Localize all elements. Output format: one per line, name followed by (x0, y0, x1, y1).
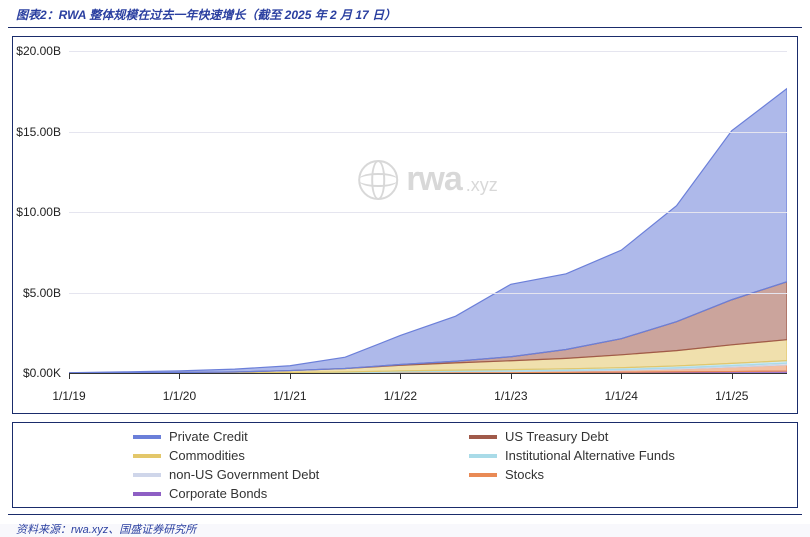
legend-swatch (133, 435, 161, 439)
x-tick-label: 1/1/19 (52, 389, 85, 403)
y-tick-label: $5.00B (13, 286, 65, 300)
y-tick-label: $20.00B (13, 44, 65, 58)
legend-swatch (133, 473, 161, 477)
x-tick-label: 1/1/21 (273, 389, 306, 403)
legend-item: non-US Government Debt (133, 467, 445, 482)
legend-swatch (133, 454, 161, 458)
title-rule (8, 27, 802, 28)
source-region: 资料来源：rwa.xyz、国盛证券研究所 (0, 515, 810, 537)
legend: Private Credit US Treasury Debt Commoditie… (12, 422, 798, 508)
legend-item: Private Credit (133, 429, 445, 444)
y-tick-label: $0.00K (13, 366, 65, 380)
legend-swatch (469, 454, 497, 458)
rwa-chart-figure: 图表2：RWA 整体规模在过去一年快速增长（截至 2025 年 2 月 17 日… (0, 0, 810, 524)
legend-item: US Treasury Debt (469, 429, 781, 444)
x-tick-label: 1/1/24 (605, 389, 638, 403)
legend-label: Private Credit (169, 429, 248, 444)
legend-item: Corporate Bonds (133, 486, 445, 501)
legend-swatch (469, 435, 497, 439)
title-region: 图表2：RWA 整体规模在过去一年快速增长（截至 2025 年 2 月 17 日… (0, 0, 810, 27)
legend-label: Stocks (505, 467, 544, 482)
y-tick-label: $15.00B (13, 125, 65, 139)
chart-panel: rwa .xyz $0.00K$5.00B$10.00B$15.00B$20.0… (12, 36, 798, 414)
source-text: 资料来源：rwa.xyz、国盛证券研究所 (16, 521, 794, 537)
legend-label: Institutional Alternative Funds (505, 448, 675, 463)
chart-title: 图表2：RWA 整体规模在过去一年快速增长（截至 2025 年 2 月 17 日… (16, 6, 794, 23)
y-tick-label: $10.00B (13, 205, 65, 219)
legend-item: Institutional Alternative Funds (469, 448, 781, 463)
x-tick-label: 1/1/20 (163, 389, 196, 403)
x-tick-label: 1/1/25 (715, 389, 748, 403)
legend-item: Stocks (469, 467, 781, 482)
legend-swatch (133, 492, 161, 496)
legend-item: Commodities (133, 448, 445, 463)
legend-label: Corporate Bonds (169, 486, 267, 501)
x-tick-label: 1/1/23 (494, 389, 527, 403)
legend-label: non-US Government Debt (169, 467, 319, 482)
legend-label: US Treasury Debt (505, 429, 608, 444)
x-tick-label: 1/1/22 (384, 389, 417, 403)
legend-swatch (469, 473, 497, 477)
legend-label: Commodities (169, 448, 245, 463)
